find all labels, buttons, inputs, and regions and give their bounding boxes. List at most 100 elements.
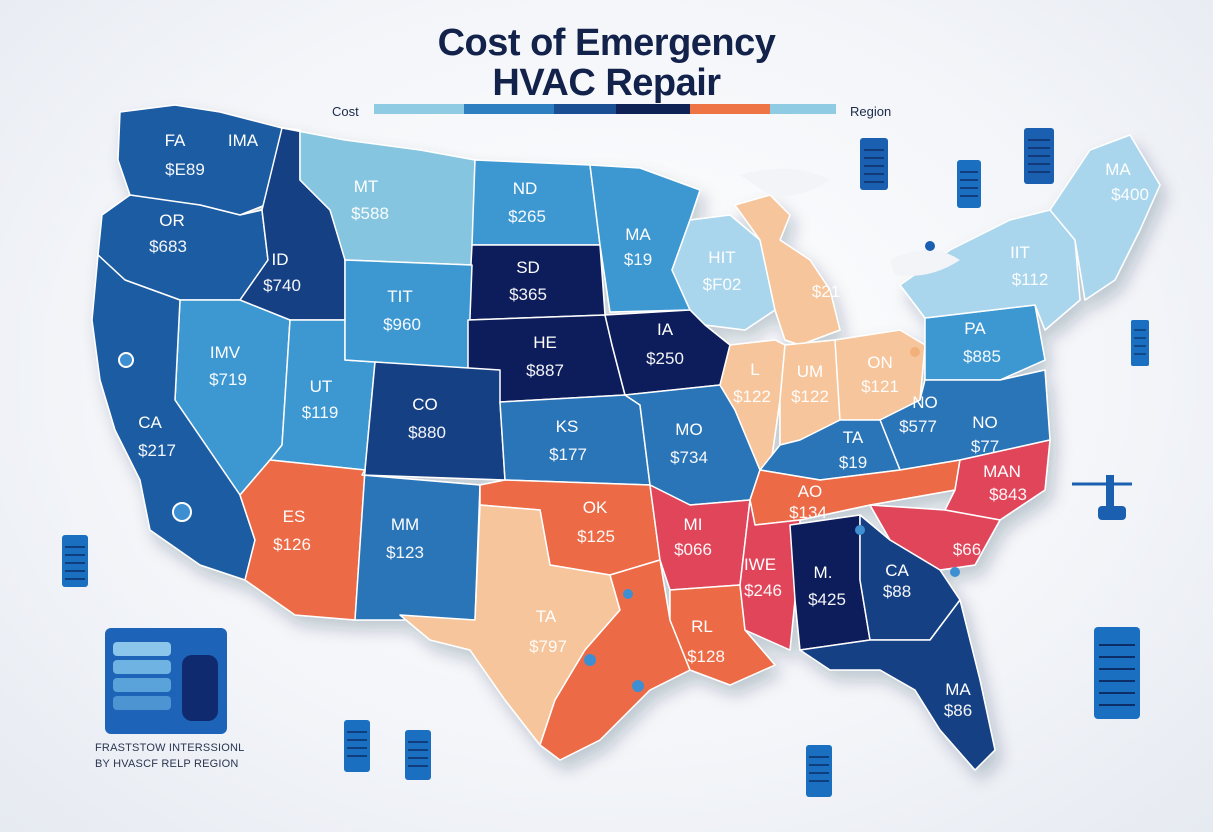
state-labels: FA $E89 IMA OR $683 ID $740 MT $588 ND $… <box>138 131 1149 720</box>
state-label-cost: $119 <box>302 403 339 422</box>
state-label-abbr: L <box>750 360 759 379</box>
state-label-cost: $88 <box>883 582 911 601</box>
hvac-unit-icon <box>405 730 431 780</box>
legend-segment <box>554 104 616 114</box>
thermostat-panel-icon <box>105 628 227 734</box>
state-tx-east <box>539 559 691 761</box>
state-label-cost: $400 <box>1111 185 1149 204</box>
state-label-cost: $885 <box>963 347 1001 366</box>
state-label-abbr: MI <box>684 515 703 534</box>
state-label-abbr: MA <box>945 680 971 699</box>
hvac-unit-icon <box>1024 128 1054 184</box>
state-ca <box>91 254 256 581</box>
state-label-cost: $134 <box>789 503 827 522</box>
legend-segment <box>616 104 690 114</box>
state-label-cost: $066 <box>674 540 712 559</box>
state-label-abbr: MO <box>675 420 702 439</box>
state-label-cost: $77 <box>971 437 999 456</box>
state-label-cost: $122 <box>791 387 829 406</box>
state-label-abbr: ND <box>513 179 538 198</box>
state-label-cost: $217 <box>138 441 176 460</box>
state-label-abbr: OK <box>583 498 608 517</box>
state-label-abbr: UT <box>310 377 333 396</box>
state-fl <box>799 599 996 771</box>
state-label-abbr: IIT <box>1010 243 1030 262</box>
state-label-cost: $E89 <box>165 160 205 179</box>
legend-segment <box>690 104 770 114</box>
state-label-abbr: M. <box>814 563 833 582</box>
state-label-abbr: NO <box>912 393 938 412</box>
state-wi <box>671 214 776 331</box>
state-label-cost: $740 <box>263 276 301 295</box>
state-label-abbr: TA <box>843 428 864 447</box>
state-label-abbr: CO <box>412 395 438 414</box>
state-label-cost: $125 <box>577 527 615 546</box>
legend-segment <box>770 104 836 114</box>
state-label-abbr: KS <box>556 417 579 436</box>
state-label-cost: $887 <box>526 361 564 380</box>
state-ny <box>899 209 1081 331</box>
state-label-cost: $960 <box>383 315 421 334</box>
state-al <box>789 514 871 651</box>
state-label-abbr: FA <box>165 131 186 150</box>
legend-bar <box>374 104 836 114</box>
state-label-abbr: NO <box>972 413 998 432</box>
state-new-england <box>1049 134 1161 301</box>
hvac-unit-icon <box>62 535 88 587</box>
state-label-cost: $128 <box>687 647 725 666</box>
state-label-abbr: AO <box>798 482 823 501</box>
state-label-cost: $19 <box>624 250 652 269</box>
state-label-cost: $365 <box>509 285 547 304</box>
state-label-abbr: MT <box>354 177 379 196</box>
hvac-unit-icon <box>957 160 981 208</box>
state-label-cost: $121 <box>861 377 899 396</box>
hvac-unit-icon <box>344 720 370 772</box>
footnote-line-2: BY HVASCF RELP REGION <box>95 758 239 770</box>
state-label-abbr: OR <box>159 211 185 230</box>
hvac-unit-icon <box>806 745 832 797</box>
state-label-abbr: MA <box>1105 160 1131 179</box>
state-label-abbr: PA <box>964 319 986 338</box>
legend-label-region: Region <box>850 104 892 119</box>
state-label-abbr: HE <box>533 333 557 352</box>
state-label-cost: $265 <box>508 207 546 226</box>
state-label-cost: $122 <box>733 387 771 406</box>
state-label-cost: $246 <box>744 581 782 600</box>
state-mi <box>734 194 841 346</box>
state-label-cost: $21 <box>812 282 840 301</box>
state-label-cost: $86 <box>944 701 972 720</box>
footnote-line-1: FRASTSTOW INTERSSIONL <box>95 742 245 754</box>
state-label-abbr: RL <box>691 617 713 636</box>
state-label-cost: $126 <box>273 535 311 554</box>
state-label-cost: $719 <box>209 370 247 389</box>
state-label-abbr: IMV <box>210 343 241 362</box>
state-label-cost: $250 <box>646 349 684 368</box>
title-line-1: Cost of Emergency <box>437 22 776 64</box>
state-label-cost: $112 <box>1012 270 1049 289</box>
state-label-cost: $683 <box>149 237 187 256</box>
state-label-abbr: CA <box>885 561 909 580</box>
state-label-cost: $734 <box>670 448 708 467</box>
state-label-cost: $66 <box>953 540 981 559</box>
state-co <box>361 361 506 481</box>
state-label-abbr: SD <box>516 258 540 277</box>
state-label-abbr: TA <box>536 607 557 626</box>
state-label-cost: $880 <box>408 423 446 442</box>
state-label-cost: $577 <box>899 417 937 436</box>
hvac-unit-icon <box>1131 320 1149 366</box>
hvac-unit-icon <box>860 138 888 190</box>
state-label-cost: $F02 <box>703 275 742 294</box>
valve-icon <box>1072 475 1132 520</box>
state-sd <box>467 244 606 321</box>
state-label-cost: $123 <box>386 543 424 562</box>
state-label-abbr: TIT <box>387 287 413 306</box>
legend-label-cost: Cost <box>332 104 359 119</box>
state-label-cost: $19 <box>839 453 867 472</box>
legend-segment <box>464 104 554 114</box>
hvac-unit-icon <box>1094 627 1140 719</box>
title-line-2: HVAC Repair <box>492 62 721 104</box>
state-label-abbr: ID <box>272 250 289 269</box>
state-ks <box>499 394 651 486</box>
state-label-abbr: IMA <box>228 131 259 150</box>
